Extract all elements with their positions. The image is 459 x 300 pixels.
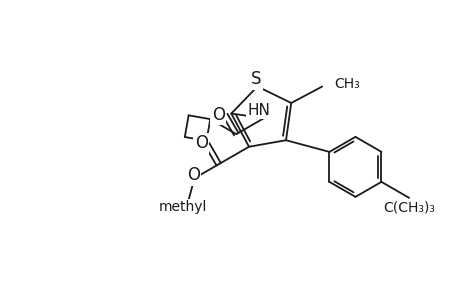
Text: S: S <box>251 70 261 88</box>
Text: C(CH₃)₃: C(CH₃)₃ <box>382 201 434 215</box>
Text: HN: HN <box>247 103 270 118</box>
Text: methyl: methyl <box>158 200 207 214</box>
Text: CH₃: CH₃ <box>333 76 359 91</box>
Text: O: O <box>186 166 200 184</box>
Text: O: O <box>211 106 224 124</box>
Text: O: O <box>194 134 207 152</box>
